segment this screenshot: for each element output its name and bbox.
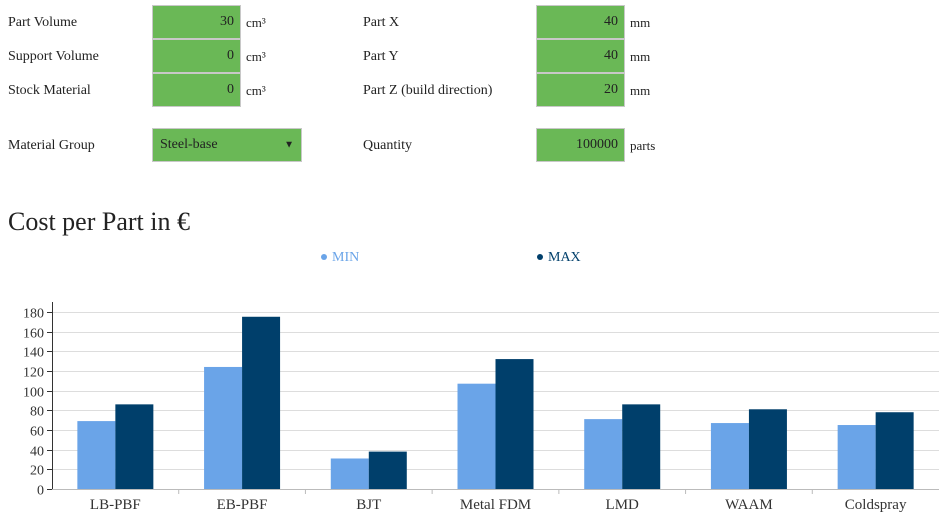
x-tick-label: WAAM bbox=[725, 497, 773, 513]
part-volume-unit: cm³ bbox=[246, 15, 266, 30]
stock-material-unit: cm³ bbox=[246, 83, 266, 98]
part-volume-label: Part Volume bbox=[8, 15, 78, 30]
y-tick-label: 0 bbox=[37, 484, 44, 499]
bar-min-waam bbox=[710, 423, 749, 489]
quantity-input[interactable]: 100000 bbox=[536, 128, 625, 162]
part-volume-input[interactable]: 30 bbox=[152, 5, 241, 39]
material-group-value: Steel-base bbox=[160, 137, 218, 152]
bar-min-lmd bbox=[584, 419, 623, 489]
part-z-unit: mm bbox=[630, 83, 651, 98]
x-tick-label: BJT bbox=[356, 497, 381, 513]
bar-min-metal-fdm bbox=[457, 383, 496, 489]
stock-material-input[interactable]: 0 bbox=[152, 73, 241, 107]
bar-max-bjt bbox=[368, 451, 407, 489]
bar-min-eb-pbf bbox=[204, 366, 243, 489]
part-z-input[interactable]: 20 bbox=[536, 73, 625, 107]
x-tick-label: LB-PBF bbox=[90, 497, 141, 513]
quantity-label: Quantity bbox=[363, 138, 412, 153]
part-y-label: Part Y bbox=[363, 49, 399, 64]
chart-title: Cost per Part in € bbox=[8, 207, 190, 236]
legend-min-label: MIN bbox=[332, 250, 360, 265]
legend-max[interactable]: MAX bbox=[537, 250, 581, 266]
y-tick-label: 120 bbox=[23, 366, 44, 381]
chevron-down-icon: ▼ bbox=[284, 139, 294, 151]
bar-min-lb-pbf bbox=[77, 421, 116, 489]
y-tick-label: 60 bbox=[30, 425, 44, 440]
part-z-label: Part Z (build direction) bbox=[363, 83, 493, 98]
x-tick-label: EB-PBF bbox=[217, 497, 268, 513]
bar-min-bjt bbox=[330, 458, 369, 489]
legend-max-label: MAX bbox=[548, 250, 581, 265]
quantity-unit: parts bbox=[630, 138, 656, 153]
x-tick-label: LMD bbox=[606, 497, 640, 513]
legend-min-dot-icon bbox=[321, 253, 327, 260]
bar-max-waam bbox=[748, 409, 787, 489]
bar-max-metal-fdm bbox=[495, 359, 534, 489]
y-tick-label: 20 bbox=[30, 464, 44, 479]
bar-max-eb-pbf bbox=[242, 316, 281, 489]
material-group-select[interactable]: Steel-base ▼ bbox=[152, 128, 302, 162]
support-volume-label: Support Volume bbox=[8, 49, 99, 64]
part-x-input[interactable]: 40 bbox=[536, 5, 625, 39]
y-tick-label: 80 bbox=[30, 405, 44, 420]
y-tick-label: 140 bbox=[23, 346, 44, 361]
y-tick-label: 100 bbox=[23, 386, 44, 401]
x-tick-label: Metal FDM bbox=[460, 497, 531, 513]
legend-min[interactable]: MIN bbox=[321, 250, 359, 266]
bar-max-lmd bbox=[622, 404, 661, 489]
support-volume-unit: cm³ bbox=[246, 49, 266, 64]
y-tick-label: 40 bbox=[30, 445, 44, 460]
material-group-label: Material Group bbox=[8, 138, 95, 153]
part-y-input[interactable]: 40 bbox=[536, 39, 625, 73]
bar-max-coldspray bbox=[875, 412, 914, 489]
stock-material-label: Stock Material bbox=[8, 83, 91, 98]
x-tick-label: Coldspray bbox=[845, 497, 907, 513]
part-x-unit: mm bbox=[630, 15, 651, 30]
bar-max-lb-pbf bbox=[115, 404, 154, 489]
bar-min-coldspray bbox=[837, 425, 876, 489]
legend-max-dot-icon bbox=[537, 253, 543, 260]
support-volume-input[interactable]: 0 bbox=[152, 39, 241, 73]
part-x-label: Part X bbox=[363, 15, 400, 30]
y-tick-label: 180 bbox=[23, 307, 44, 322]
part-y-unit: mm bbox=[630, 49, 651, 64]
y-tick-label: 160 bbox=[23, 327, 44, 342]
